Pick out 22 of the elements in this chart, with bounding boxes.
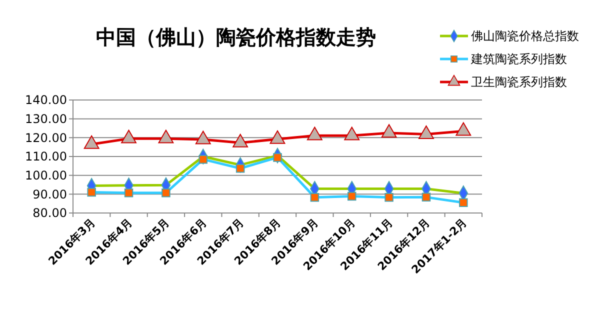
y-tick-label: 80.00 xyxy=(32,206,67,220)
point xyxy=(270,130,286,144)
point xyxy=(456,122,472,136)
y-tick-label: 110.00 xyxy=(25,150,67,164)
point xyxy=(381,124,397,138)
point xyxy=(418,125,434,139)
y-tick-label: 100.00 xyxy=(25,168,67,183)
chart-title: 中国（佛山）陶瓷价格指数走势 xyxy=(96,25,376,49)
y-tick-label: 90.00 xyxy=(32,187,67,202)
point xyxy=(195,130,211,144)
y-tick-label: 120.00 xyxy=(25,130,67,145)
point xyxy=(232,134,248,148)
y-tick-label: 130.00 xyxy=(25,112,67,126)
legend-label: 建筑陶瓷系列指数 xyxy=(470,52,567,66)
legend-label: 卫生陶瓷系列指数 xyxy=(471,75,567,90)
point xyxy=(121,130,136,144)
point xyxy=(84,135,100,149)
legend-label: 佛山陶瓷价格总指数 xyxy=(471,29,579,44)
point xyxy=(344,126,360,140)
point xyxy=(158,130,174,144)
point xyxy=(306,126,322,140)
y-tick-label: 140.00 xyxy=(25,93,67,108)
